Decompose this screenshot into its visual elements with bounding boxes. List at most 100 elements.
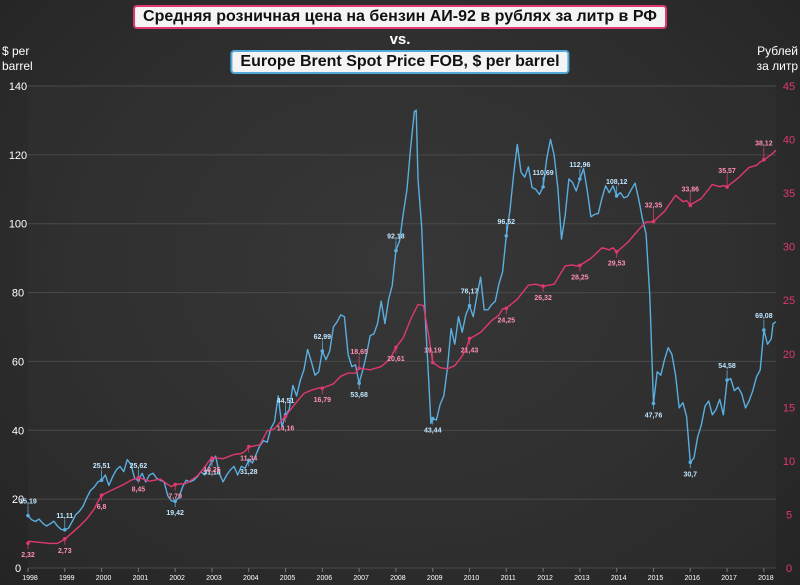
right-tick-label: 15 bbox=[783, 402, 795, 414]
chart-title-vs: vs. bbox=[389, 31, 411, 48]
left-axis-title-line: $ per bbox=[2, 44, 30, 58]
left-tick-label: 40 bbox=[12, 425, 24, 437]
brent-point-marker bbox=[467, 303, 472, 308]
x-tick-label: 2016 bbox=[684, 575, 700, 582]
petrol-point-marker bbox=[651, 219, 656, 224]
x-tick-label: 2015 bbox=[648, 575, 664, 582]
petrol-data-label: 38,12 bbox=[755, 141, 773, 148]
brent-data-label: 15,19 bbox=[19, 499, 37, 506]
petrol-point-marker bbox=[210, 456, 214, 460]
petrol-data-label: 28,25 bbox=[571, 274, 589, 281]
brent-data-label: 11,11 bbox=[56, 513, 73, 520]
right-tick-label: 45 bbox=[783, 81, 795, 93]
petrol-point-marker bbox=[99, 493, 104, 497]
brent-point-marker bbox=[62, 527, 67, 532]
brent-data-label: 44,51 bbox=[277, 398, 295, 405]
left-tick-label: 80 bbox=[12, 288, 24, 300]
x-tick-label: 2008 bbox=[390, 575, 406, 582]
petrol-point-marker bbox=[430, 360, 435, 365]
x-tick-label: 2009 bbox=[427, 575, 443, 582]
petrol-point-marker bbox=[136, 475, 141, 480]
petrol-data-label: 8,45 bbox=[132, 486, 146, 493]
petrol-point-marker bbox=[467, 336, 472, 341]
petrol-data-label: 16,79 bbox=[314, 397, 332, 404]
brent-point-marker bbox=[725, 378, 729, 382]
brent-data-label: 110,69 bbox=[533, 170, 554, 177]
brent-data-label: 53,68 bbox=[350, 392, 368, 399]
right-tick-label: 30 bbox=[783, 242, 795, 254]
petrol-data-label: 2,32 bbox=[21, 552, 35, 559]
chart-title-brent: Europe Brent Spot Price FOB, $ per barre… bbox=[230, 50, 570, 74]
x-tick-label: 2010 bbox=[464, 575, 480, 582]
petrol-data-label: 11,34 bbox=[240, 456, 257, 463]
x-tick-label: 2000 bbox=[96, 575, 112, 582]
x-tick-label: 2007 bbox=[353, 575, 369, 582]
left-tick-label: 20 bbox=[12, 494, 24, 506]
left-axis-title: $ per barrel bbox=[2, 44, 33, 74]
left-tick-label: 140 bbox=[9, 81, 27, 93]
petrol-data-label: 18,65 bbox=[350, 349, 368, 356]
brent-data-label: 92,18 bbox=[387, 234, 405, 241]
brent-point-marker bbox=[357, 381, 361, 385]
left-tick-label: 0 bbox=[15, 563, 21, 575]
right-tick-label: 40 bbox=[783, 135, 795, 147]
right-tick-label: 5 bbox=[786, 509, 792, 521]
petrol-data-label: 6,8 bbox=[97, 504, 107, 511]
left-axis-title-line: barrel bbox=[2, 59, 33, 73]
petrol-point-marker bbox=[173, 482, 177, 487]
petrol-data-label: 32,35 bbox=[645, 202, 663, 209]
petrol-point-marker bbox=[614, 249, 619, 254]
x-tick-label: 2018 bbox=[758, 575, 774, 582]
petrol-point-marker bbox=[541, 284, 545, 288]
petrol-point-marker bbox=[246, 444, 251, 449]
brent-data-label: 47,76 bbox=[645, 412, 663, 419]
brent-data-label: 76,17 bbox=[461, 289, 479, 296]
right-axis-title-line: за литр bbox=[756, 59, 798, 73]
brent-point-marker bbox=[504, 233, 509, 238]
x-tick-label: 2006 bbox=[317, 575, 333, 582]
petrol-data-label: 21,43 bbox=[461, 347, 479, 354]
brent-point-marker bbox=[26, 513, 30, 518]
brent-data-label: 112,96 bbox=[569, 162, 590, 169]
petrol-point-marker bbox=[504, 306, 509, 311]
brent-point-marker bbox=[762, 328, 766, 332]
petrol-point-marker bbox=[283, 414, 288, 419]
left-tick-label: 60 bbox=[12, 356, 24, 368]
petrol-point-marker bbox=[688, 203, 693, 208]
right-tick-label: 10 bbox=[783, 456, 795, 468]
petrol-data-label: 35,57 bbox=[718, 168, 736, 175]
brent-data-label: 43,44 bbox=[424, 428, 442, 435]
brent-point-marker bbox=[99, 478, 104, 483]
brent-data-label: 25,51 bbox=[93, 463, 111, 470]
petrol-data-label: 2,73 bbox=[58, 548, 72, 555]
right-tick-label: 20 bbox=[783, 349, 795, 361]
x-tick-label: 1998 bbox=[22, 575, 38, 582]
x-tick-label: 2001 bbox=[133, 575, 149, 582]
brent-price-line bbox=[27, 109, 777, 531]
petrol-point-marker bbox=[762, 157, 766, 162]
x-tick-label: 2014 bbox=[611, 575, 627, 582]
brent-point-marker bbox=[688, 460, 693, 465]
petrol-point-marker bbox=[62, 536, 67, 541]
x-tick-label: 2003 bbox=[206, 575, 222, 582]
brent-point-marker bbox=[430, 416, 435, 421]
brent-point-marker bbox=[320, 349, 325, 353]
brent-data-label: 54,58 bbox=[718, 363, 736, 370]
petrol-data-label: 10,26 bbox=[203, 467, 221, 474]
right-tick-label: 35 bbox=[783, 188, 795, 200]
petrol-data-label: 19,19 bbox=[424, 347, 442, 354]
x-tick-label: 2013 bbox=[574, 575, 590, 582]
left-tick-label: 120 bbox=[9, 150, 27, 162]
brent-point-marker bbox=[541, 185, 545, 189]
petrol-point-marker bbox=[725, 185, 729, 189]
petrol-point-marker bbox=[394, 345, 398, 350]
petrol-data-label: 33,86 bbox=[682, 186, 700, 193]
brent-data-label: 31,28 bbox=[240, 469, 258, 476]
petrol-data-label: 26,32 bbox=[534, 295, 552, 302]
brent-point-marker bbox=[578, 177, 582, 181]
brent-data-label: 31,18 bbox=[203, 470, 221, 477]
x-tick-label: 2005 bbox=[280, 575, 296, 582]
brent-data-label: 69,08 bbox=[755, 313, 773, 320]
x-tick-label: 2002 bbox=[169, 575, 185, 582]
